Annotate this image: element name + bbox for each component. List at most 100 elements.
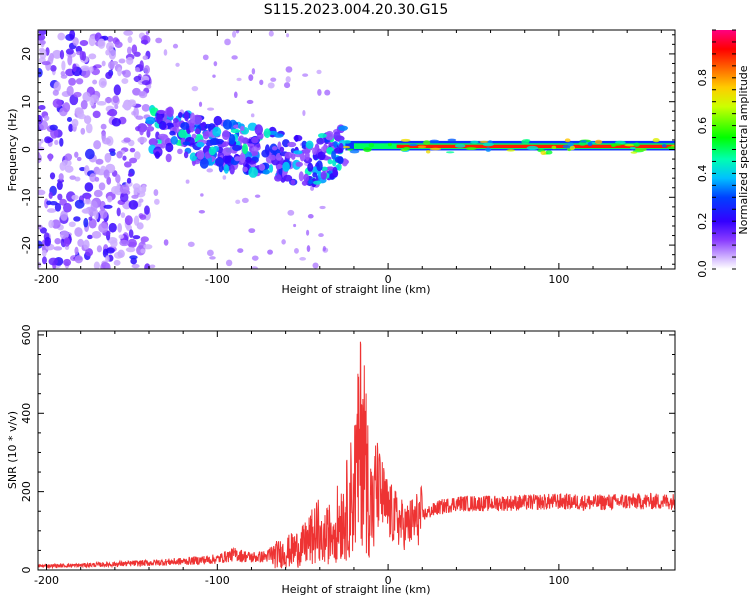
heatmap-cell [38, 224, 43, 230]
heatmap-cell [71, 118, 79, 128]
heatmap-cell [38, 142, 42, 147]
heatmap-cell [215, 138, 224, 145]
heatmap-cell [113, 259, 121, 266]
heatmap-cell [233, 91, 238, 99]
heatmap-cell [123, 30, 134, 36]
heatmap-cell [85, 123, 93, 134]
heatmap-cell [206, 168, 214, 173]
heatmap-cell [269, 154, 276, 161]
heatmap-cell [594, 139, 603, 145]
heatmap-cell [258, 163, 266, 171]
heatmap-cell [234, 156, 242, 162]
heatmap-cell [327, 158, 333, 165]
heatmap-cell [194, 128, 201, 135]
heatmap-cell [270, 77, 277, 82]
heatmap-cell [141, 103, 150, 112]
heatmap-cell [38, 146, 45, 152]
heatmap-cell [82, 208, 89, 214]
heatmap-cell [479, 140, 489, 143]
heatmap-cell [46, 208, 57, 213]
heatmap-cell [119, 239, 130, 247]
heatmap-cell [207, 107, 215, 111]
x-tick-label: -200 [34, 273, 59, 286]
heatmap-cell [284, 151, 293, 159]
heatmap-cell [108, 61, 115, 70]
colorbar-tick-label: 0.8 [696, 69, 709, 87]
heatmap-cell [163, 239, 169, 246]
heatmap-cell [112, 95, 120, 104]
heatmap-cell [53, 246, 63, 251]
heatmap-cell [343, 140, 351, 144]
heatmap-cell [97, 38, 106, 49]
heatmap-cell [165, 142, 174, 153]
heatmap-cell [41, 61, 51, 66]
heatmap-cell [283, 174, 293, 182]
heatmap-cell [521, 139, 530, 145]
heatmap-cell [312, 262, 319, 269]
heatmap-cell [248, 166, 259, 178]
heatmap-cell [155, 37, 163, 44]
heatmap-cell [218, 163, 224, 173]
heatmap-cell [106, 176, 112, 185]
heatmap-cell [262, 169, 270, 175]
heatmap-cell [51, 219, 61, 229]
heatmap-cell [212, 74, 216, 78]
heatmap-cell [403, 146, 411, 151]
heatmap-cell [172, 43, 179, 49]
heatmap-cell [283, 82, 291, 89]
heatmap-cell [285, 76, 291, 83]
heatmap-cell [108, 48, 117, 60]
heatmap-cell [44, 236, 52, 247]
colorbar-ticks: 0.0 0.2 0.4 0.6 0.8 [696, 29, 736, 278]
heatmap-cell [79, 40, 89, 47]
heatmap-cell [337, 125, 348, 131]
heatmap-cell [248, 228, 256, 234]
y-tick-label: 10 [20, 95, 33, 109]
heatmap-cell [56, 181, 63, 191]
heatmap-cell [118, 234, 124, 239]
heatmap-cell [49, 172, 56, 180]
heatmap-cell [132, 87, 141, 96]
heatmap-cell [158, 120, 167, 130]
heatmap-cell [202, 54, 209, 61]
heatmap-cell [661, 144, 667, 148]
heatmap-cell [60, 70, 66, 77]
y-tick-label: 600 [20, 324, 33, 345]
heatmap-cell [300, 154, 306, 161]
y-tick-label: -10 [20, 188, 33, 206]
heatmap-cell [126, 56, 134, 65]
heatmap-cell [279, 146, 285, 153]
heatmap-cell [254, 194, 261, 198]
heatmap-cell [235, 30, 240, 34]
heatmap-cell [105, 255, 110, 263]
heatmap-cell [140, 39, 149, 45]
heatmap-cell [295, 161, 304, 167]
heatmap-cell [109, 151, 116, 157]
heatmap-cell [425, 150, 431, 154]
heatmap-cell [222, 147, 232, 156]
heatmap-cell [222, 119, 233, 130]
heatmap-cell [429, 139, 440, 144]
heatmap-cell [145, 31, 150, 35]
heatmap-cell [74, 255, 83, 264]
heatmap-cell [93, 189, 103, 198]
heatmap-cell [143, 64, 150, 75]
heatmap-cell [134, 151, 141, 160]
heatmap-cell [77, 113, 87, 120]
heatmap-cell [105, 41, 114, 51]
heatmap-cell [200, 193, 204, 197]
heatmap-cell [290, 179, 296, 186]
heatmap-cell [111, 117, 122, 127]
heatmap-cell [157, 133, 168, 139]
heatmap-cell [235, 199, 241, 204]
heatmap-cell [132, 235, 141, 240]
heatmap-cell [273, 133, 284, 138]
heatmap-cell [299, 257, 307, 261]
heatmap-cell [237, 248, 244, 253]
heatmap-cell [106, 247, 115, 254]
heatmap-cell [569, 145, 576, 151]
heatmap-cell [316, 160, 323, 172]
heatmap-cell [140, 236, 146, 245]
heatmap-cell [126, 177, 132, 184]
heatmap-cell [149, 264, 156, 269]
